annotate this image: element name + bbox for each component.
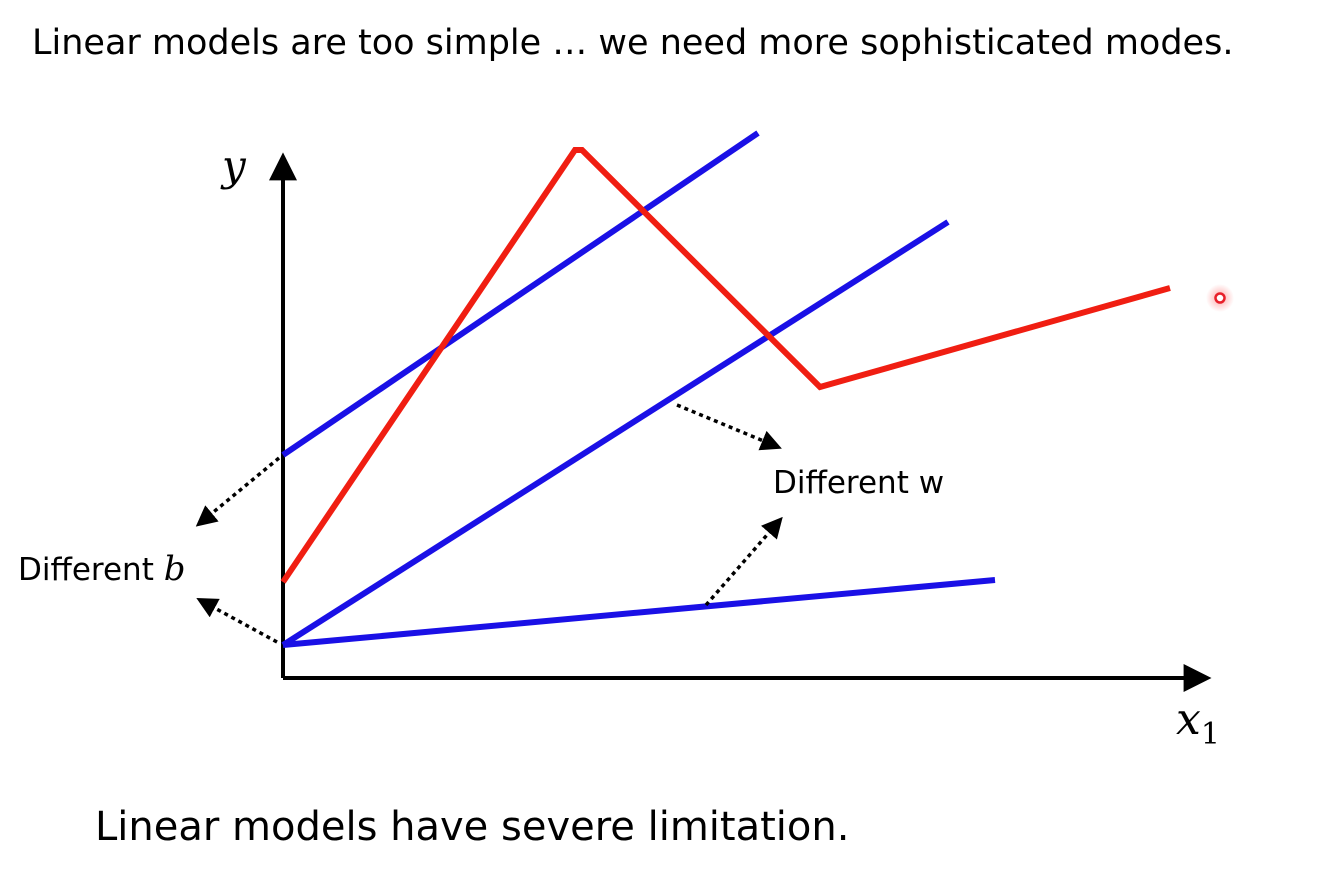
y-axis-label: y <box>220 141 247 190</box>
linear-model-line-steep-slope <box>281 219 950 648</box>
different-w-label: Different w <box>773 465 944 501</box>
pointer-dot-icon <box>1206 284 1234 312</box>
arrow-to-different-b-upper <box>195 456 281 527</box>
arrow-to-different-w-upper <box>676 403 782 451</box>
slide-caption: Linear models have severe limitation. <box>95 804 850 850</box>
x-axis-label: x1 <box>1176 694 1220 752</box>
different-b-label: Different b <box>18 549 185 589</box>
x-axis-label-base: x <box>1176 694 1201 745</box>
different-b-label-text: Different <box>18 552 164 588</box>
linear-model-line-shallow-slope <box>282 577 996 648</box>
slide-heading: Linear models are too simple … we need m… <box>32 23 1234 63</box>
different-b-label-symbol: b <box>164 549 186 589</box>
linear-model-line-high-bias <box>281 130 760 458</box>
arrow-to-different-w-lower <box>704 516 783 607</box>
arrow-to-different-b-lower <box>196 597 278 644</box>
piecewise-model-line <box>280 147 1171 584</box>
x-axis-label-subscript: 1 <box>1201 717 1220 752</box>
